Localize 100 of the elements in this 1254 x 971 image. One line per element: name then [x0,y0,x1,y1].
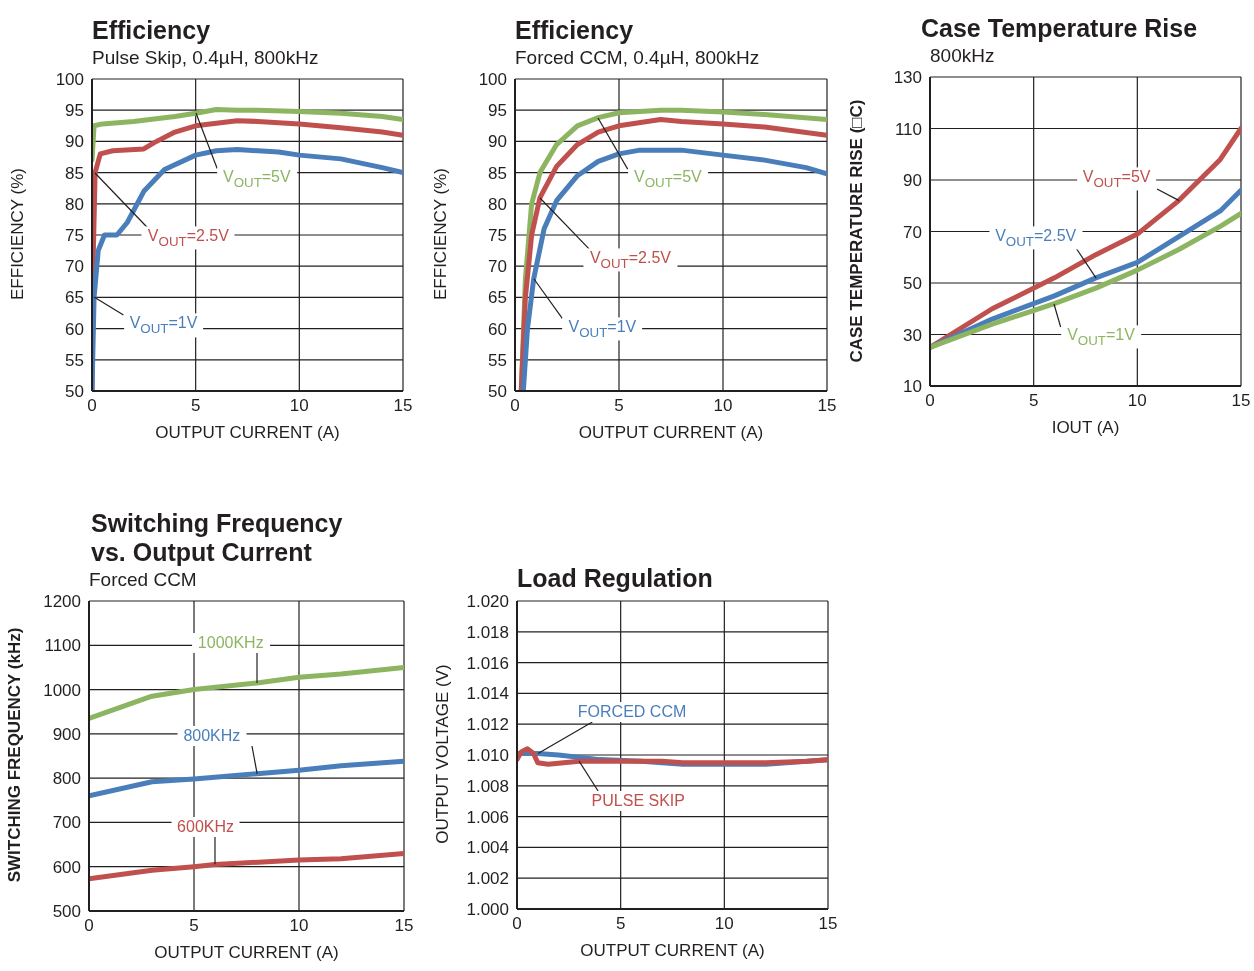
x-tick-label: 15 [818,914,838,934]
y-tick-label: 800 [52,769,81,789]
y-tick-label: 70 [488,257,507,277]
x-tick-label: 0 [925,391,935,411]
y-tick-label: 100 [55,70,84,90]
y-tick-label: 1100 [44,636,81,656]
x-axis-title: OUTPUT CURRENT (A) [579,941,766,961]
x-tick-label: 10 [289,396,309,416]
x-tick-label: 0 [84,916,94,936]
x-tick-label: 5 [615,914,626,934]
series-label: 800KHz [177,725,247,746]
y-tick-label: 75 [488,226,507,246]
y-tick-label: 90 [903,171,922,191]
chart-title: Switching Frequency vs. Output Current [91,509,343,567]
y-tick-label: 50 [65,382,84,402]
y-tick-label: 1.004 [466,838,509,858]
chart-subtitle: Forced CCM [89,568,198,592]
y-tick-label: 55 [488,350,507,370]
y-tick-label: 100 [478,70,507,90]
y-tick-label: 1.002 [466,869,509,889]
chart-subtitle: Forced CCM, 0.4µH, 800kHz [515,46,760,70]
x-tick-label: 15 [817,396,837,416]
y-tick-label: 80 [65,194,84,214]
y-tick-label: 60 [65,319,84,339]
x-tick-label: 5 [189,916,199,936]
y-tick-label: 30 [903,325,922,345]
chart-subtitle: Pulse Skip, 0.4µH, 800kHz [92,46,319,70]
x-tick-label: 10 [1127,391,1147,411]
y-tick-label: 1.000 [466,900,509,920]
chart-title: Efficiency [515,16,635,45]
y-tick-label: 95 [65,101,84,121]
y-tick-label: 75 [65,226,84,246]
y-tick-label: 1200 [43,592,81,612]
y-axis-title: OUTPUT VOLTAGE (V) [433,663,453,846]
y-tick-label: 90 [488,132,507,152]
y-tick-label: 1.020 [466,592,509,612]
y-axis-title: EFFICIENCY (%) [431,167,451,302]
text: V$_{OUT}$=5V [216,167,297,191]
y-tick-label: 1.018 [466,622,509,642]
x-tick-label: 10 [289,916,309,936]
chart-title: Load Regulation [517,564,713,593]
x-axis-title: OUTPUT CURRENT (A) [153,943,340,963]
y-tick-label: 1.006 [466,807,509,827]
y-tick-label: 60 [488,319,507,339]
y-tick-label: 900 [52,724,81,744]
series-label: PULSE SKIP [585,791,691,812]
y-tick-label: 65 [488,288,507,308]
x-tick-label: 5 [1028,391,1039,411]
x-tick-label: 15 [1231,391,1251,411]
x-tick-label: 15 [393,396,413,416]
chart-title: Efficiency [92,16,212,45]
x-tick-label: 10 [713,396,733,416]
text: V$_{OUT}$=1V [562,317,643,341]
text: V$_{OUT}$=2.5V [583,248,677,272]
chart-subtitle: 800kHz [930,44,996,68]
x-axis-title: IOUT (A) [1050,418,1121,438]
y-tick-label: 110 [894,119,922,139]
chart-title: Case Temperature Rise [921,14,1198,43]
text: V$_{OUT}$=1V [123,313,204,338]
text: V$_{OUT}$=5V [628,167,708,191]
y-tick-label: 10 [903,377,922,397]
x-axis-title: OUTPUT CURRENT (A) [154,423,341,443]
y-axis-title: CASE TEMPERATURE RISE (□C) [846,97,866,365]
x-tick-label: 5 [614,396,624,416]
y-tick-label: 50 [903,274,922,294]
text: V$_{OUT}$=2.5V [989,226,1083,250]
y-tick-label: 70 [903,222,922,242]
x-tick-label: 0 [510,396,520,416]
x-axis-title: OUTPUT CURRENT (A) [577,423,765,443]
series-label: 1000KHz [191,632,270,653]
text: V$_{OUT}$=2.5V [141,226,235,250]
y-tick-label: 1.010 [466,746,509,766]
series-label: V$_{OUT}$=5V [1076,167,1157,191]
x-tick-label: 0 [512,914,522,934]
y-tick-label: 700 [52,813,81,833]
y-tick-label: 500 [52,902,81,922]
text: FORCED CCM [571,701,693,722]
series-label: 600KHz [171,817,241,838]
x-tick-label: 0 [87,396,97,416]
y-tick-label: 50 [488,382,507,402]
y-tick-label: 70 [65,257,84,277]
y-tick-label: 80 [488,194,507,214]
x-tick-label: 10 [714,914,734,934]
y-tick-label: 1.008 [466,776,509,796]
series-label: V$_{OUT}$=1V [1061,324,1141,349]
y-tick-label: 1.012 [466,715,509,735]
y-axis-title: EFFICIENCY (%) [8,167,28,302]
y-tick-label: 95 [488,101,507,121]
y-axis-title: SWITCHING FREQUENCY (kHz) [5,626,25,885]
y-tick-label: 130 [893,68,922,88]
y-tick-label: 1000 [43,680,81,700]
y-tick-label: 55 [65,350,84,370]
y-tick-label: 85 [488,163,507,183]
x-tick-label: 5 [190,396,201,416]
x-tick-label: 15 [394,916,414,936]
y-tick-label: 600 [52,857,81,877]
y-tick-label: 1.014 [466,684,509,704]
y-tick-label: 90 [65,132,84,152]
y-tick-label: 65 [65,288,84,308]
y-tick-label: 85 [65,163,84,183]
